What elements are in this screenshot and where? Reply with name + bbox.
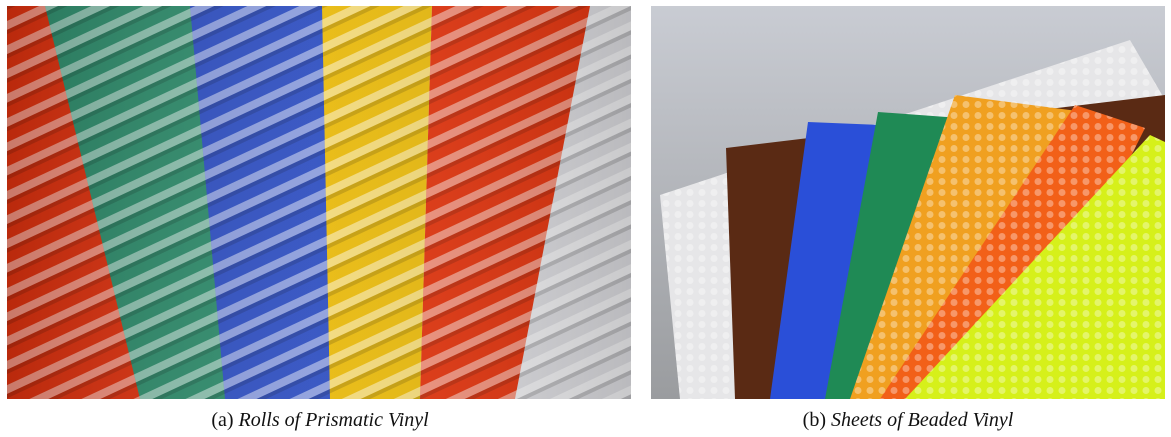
- photo-rolls: [7, 6, 631, 399]
- caption: (b) Sheets of Beaded Vinyl: [803, 409, 1014, 431]
- caption-text: Rolls of Prismatic Vinyl: [238, 409, 430, 431]
- figure: (a) Rolls of Prismatic Vinyl (b) Sheets …: [0, 0, 1171, 437]
- caption-text: Sheets of Beaded Vinyl: [831, 409, 1014, 431]
- photo-sheets: [651, 6, 1165, 399]
- caption-label: (b): [803, 409, 826, 431]
- caption: (a) Rolls of Prismatic Vinyl: [211, 409, 429, 431]
- caption-label: (a): [211, 409, 233, 431]
